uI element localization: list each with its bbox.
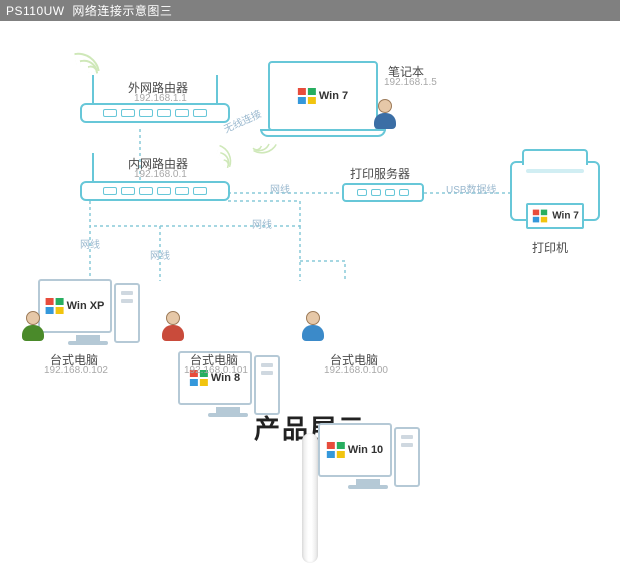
pc2-ip: 192.168.0.101: [184, 365, 248, 376]
windows-icon: [533, 210, 547, 223]
desktop-pc-3: Win 10: [318, 423, 418, 495]
print-server-title: 打印服务器: [350, 165, 410, 182]
laptop-user-icon: [372, 99, 398, 129]
printer: Win 7: [510, 161, 600, 221]
windows-icon: [46, 298, 64, 314]
laptop: Win 7: [268, 61, 378, 131]
int-router-ip: 192.168.0.1: [134, 169, 187, 180]
pc2-user-icon: [160, 311, 186, 341]
conn-eth-2: 网线: [252, 216, 272, 231]
header-bar: PS110UW 网络连接示意图三: [0, 0, 620, 21]
network-diagram: 外网路由器 192.168.1.1 Win 7 笔记本 192.168.1.5 …: [0, 21, 620, 381]
print-server: [342, 183, 424, 202]
laptop-os: Win 7: [319, 90, 348, 102]
conn-eth-1: 网线: [270, 181, 290, 196]
pc3-os: Win 10: [348, 444, 383, 456]
pc3-ip: 192.168.0.100: [324, 365, 388, 376]
pc1-user-icon: [20, 311, 46, 341]
header-subtitle: 网络连接示意图三: [72, 4, 172, 18]
pc1-os: Win XP: [67, 300, 105, 312]
conn-usb: USB数据线: [446, 181, 497, 196]
windows-icon: [327, 442, 345, 458]
external-router: [80, 103, 230, 123]
product-photo: [302, 433, 318, 563]
laptop-ip: 192.168.1.5: [384, 77, 437, 88]
header-model: PS110UW: [6, 4, 65, 18]
conn-eth-4: 网线: [150, 247, 170, 262]
internal-router: [80, 181, 230, 201]
ext-router-ip: 192.168.1.1: [134, 93, 187, 104]
printer-os: Win 7: [552, 211, 579, 222]
conn-eth-3: 网线: [80, 236, 100, 251]
printer-title: 打印机: [532, 239, 568, 256]
desktop-pc-1: Win XP: [38, 279, 138, 351]
windows-icon: [298, 88, 316, 104]
pc1-ip: 192.168.0.102: [44, 365, 108, 376]
pc3-user-icon: [300, 311, 326, 341]
